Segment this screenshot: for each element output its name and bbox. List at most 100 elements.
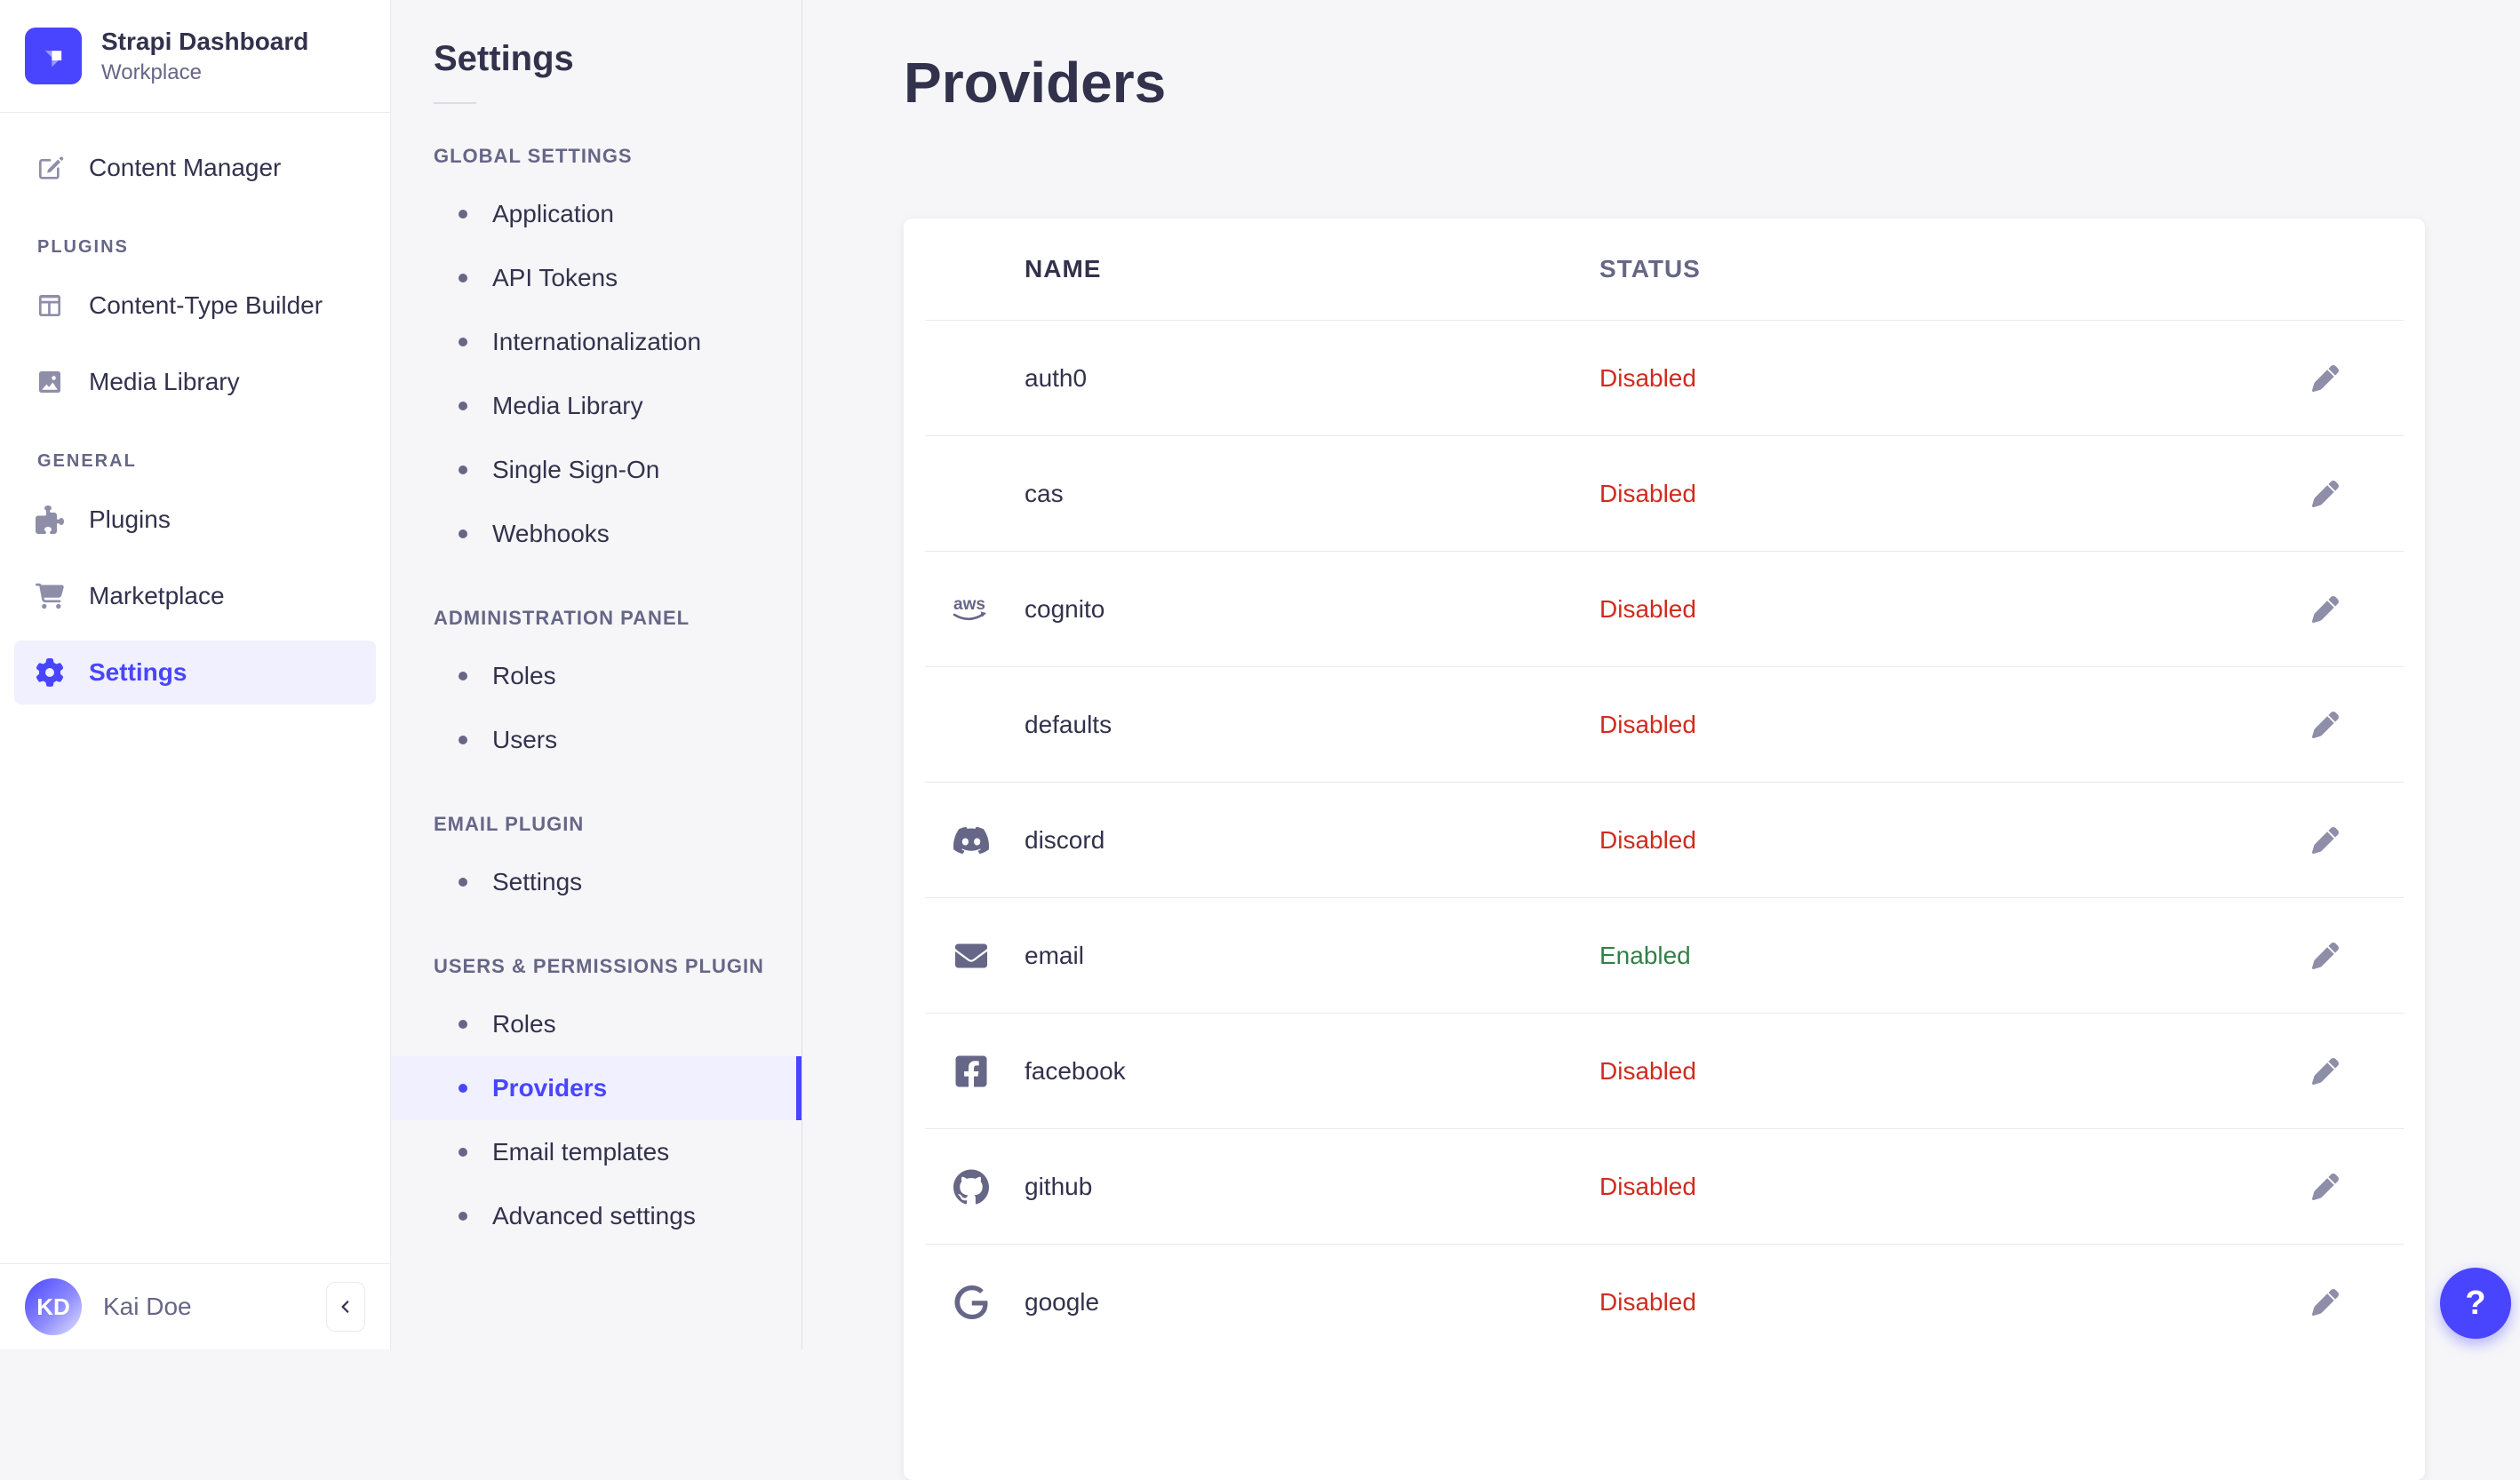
collapse-sidebar-button[interactable] — [326, 1282, 365, 1332]
edit-button[interactable] — [2308, 1054, 2343, 1089]
bullet-icon — [459, 274, 467, 282]
table-row[interactable]: auth0 Disabled — [904, 321, 2425, 435]
edit-button[interactable] — [2308, 361, 2343, 396]
subnav-item-up-roles[interactable]: Roles — [391, 992, 801, 1056]
subnav-item-internationalization[interactable]: Internationalization — [391, 310, 801, 374]
pencil-icon — [2312, 826, 2339, 854]
row-divider — [925, 1013, 2404, 1014]
subnav-section-global-settings: GLOBAL SETTINGS — [434, 145, 633, 167]
sidebar-item-marketplace[interactable]: Marketplace — [14, 564, 376, 628]
subnav-item-single-sign-on[interactable]: Single Sign-On — [391, 438, 801, 502]
bullet-icon — [459, 1212, 467, 1221]
main-content: Providers NAME STATUS auth0 Disabled cas… — [803, 0, 2520, 1480]
column-header-status: STATUS — [1599, 255, 1701, 282]
row-divider — [925, 551, 2404, 552]
subnav-item-api-tokens[interactable]: API Tokens — [391, 246, 801, 310]
subnav-section-administration-panel: ADMINISTRATION PANEL — [434, 607, 690, 629]
subnav-item-label: Advanced settings — [492, 1202, 696, 1229]
bullet-icon — [459, 338, 467, 346]
workspace-subtitle: Workplace — [101, 60, 202, 84]
sidebar-item-content-manager[interactable]: Content Manager — [14, 136, 376, 200]
table-row[interactable]: discord Disabled — [904, 783, 2425, 897]
subnav-item-email-templates[interactable]: Email templates — [391, 1120, 801, 1184]
provider-name: facebook — [1025, 1056, 1126, 1085]
pencil-icon — [2312, 1057, 2339, 1085]
subnav-item-label: API Tokens — [492, 264, 618, 291]
plugins-icon — [36, 505, 64, 534]
provider-name: github — [1025, 1172, 1093, 1200]
bullet-icon — [459, 736, 467, 744]
help-button[interactable]: ? — [2440, 1268, 2511, 1339]
status-text: Disabled — [1599, 1287, 1696, 1316]
status-text: Disabled — [1599, 825, 1696, 854]
subnav-item-label: Email templates — [492, 1138, 670, 1166]
workspace-brand[interactable]: Strapi Dashboard Workplace — [0, 0, 390, 113]
pencil-icon — [2312, 711, 2339, 738]
edit-button[interactable] — [2308, 592, 2343, 627]
pencil-icon — [2312, 595, 2339, 623]
providers-table: NAME STATUS auth0 Disabled cas Disabled — [904, 219, 2425, 1480]
user-row: KD Kai Doe — [0, 1263, 390, 1349]
subnav-item-application[interactable]: Application — [391, 182, 801, 246]
row-divider — [925, 435, 2404, 436]
row-divider — [925, 320, 2404, 321]
edit-button[interactable] — [2308, 707, 2343, 743]
table-row[interactable]: cas Disabled — [904, 436, 2425, 551]
subnav-divider — [434, 102, 476, 104]
aws-icon: aws — [946, 594, 996, 625]
nav-section-plugins: PLUGINS — [37, 236, 129, 257]
table-row[interactable]: email Enabled — [904, 898, 2425, 1013]
status-text: Disabled — [1599, 479, 1696, 507]
subnav-item-admin-roles[interactable]: Roles — [391, 644, 801, 708]
row-divider — [925, 666, 2404, 667]
provider-name: defaults — [1025, 710, 1112, 738]
subnav-section-users-permissions-plugin: USERS & PERMISSIONS PLUGIN — [434, 955, 764, 977]
provider-name: discord — [1025, 825, 1105, 854]
subnav-item-label: Media Library — [492, 392, 643, 419]
bullet-icon — [459, 210, 467, 219]
bullet-icon — [459, 1020, 467, 1029]
row-divider — [925, 1244, 2404, 1245]
pencil-icon — [2312, 1288, 2339, 1316]
sidebar-item-plugins[interactable]: Plugins — [14, 488, 376, 552]
edit-button[interactable] — [2308, 938, 2343, 974]
subnav-item-label: Webhooks — [492, 520, 610, 547]
provider-name: email — [1025, 941, 1084, 969]
status-text: Disabled — [1599, 710, 1696, 738]
subnav-item-providers[interactable]: Providers — [391, 1056, 801, 1120]
row-divider — [925, 782, 2404, 783]
subnav-item-webhooks[interactable]: Webhooks — [391, 502, 801, 566]
sidebar-item-media-library[interactable]: Media Library — [14, 350, 376, 414]
subnav-item-admin-users[interactable]: Users — [391, 708, 801, 772]
table-row[interactable]: facebook Disabled — [904, 1014, 2425, 1128]
discord-icon — [946, 823, 996, 858]
edit-button[interactable] — [2308, 1169, 2343, 1205]
page-title: Providers — [904, 51, 1167, 115]
table-row[interactable]: defaults Disabled — [904, 667, 2425, 782]
row-divider — [925, 1128, 2404, 1129]
nav-section-general: GENERAL — [37, 450, 137, 471]
subnav-item-advanced-settings[interactable]: Advanced settings — [391, 1184, 801, 1248]
edit-button[interactable] — [2308, 476, 2343, 512]
user-name: Kai Doe — [103, 1293, 192, 1320]
subnav-item-label: Single Sign-On — [492, 456, 660, 483]
table-row[interactable]: github Disabled — [904, 1129, 2425, 1244]
pencil-icon — [2312, 1173, 2339, 1200]
provider-name: cas — [1025, 479, 1064, 507]
sidebar-item-content-type-builder[interactable]: Content-Type Builder — [14, 274, 376, 338]
marketplace-icon — [36, 583, 64, 609]
main-sidebar: Strapi Dashboard Workplace Content Manag… — [0, 0, 391, 1349]
bullet-icon — [459, 1084, 467, 1093]
subnav-item-label: Settings — [492, 868, 583, 895]
subnav-item-email-settings[interactable]: Settings — [391, 850, 801, 914]
subnav-item-label: Application — [492, 200, 614, 227]
subnav-item-media-library[interactable]: Media Library — [391, 374, 801, 438]
edit-button[interactable] — [2308, 1285, 2343, 1320]
table-row[interactable]: aws cognito Disabled — [904, 552, 2425, 666]
sidebar-item-settings[interactable]: Settings — [14, 640, 376, 704]
edit-button[interactable] — [2308, 823, 2343, 858]
subnav-item-label: Internationalization — [492, 328, 702, 355]
table-row[interactable]: google Disabled — [904, 1245, 2425, 1359]
column-header-name: NAME — [1025, 255, 1102, 282]
strapi-logo-icon — [25, 27, 82, 84]
